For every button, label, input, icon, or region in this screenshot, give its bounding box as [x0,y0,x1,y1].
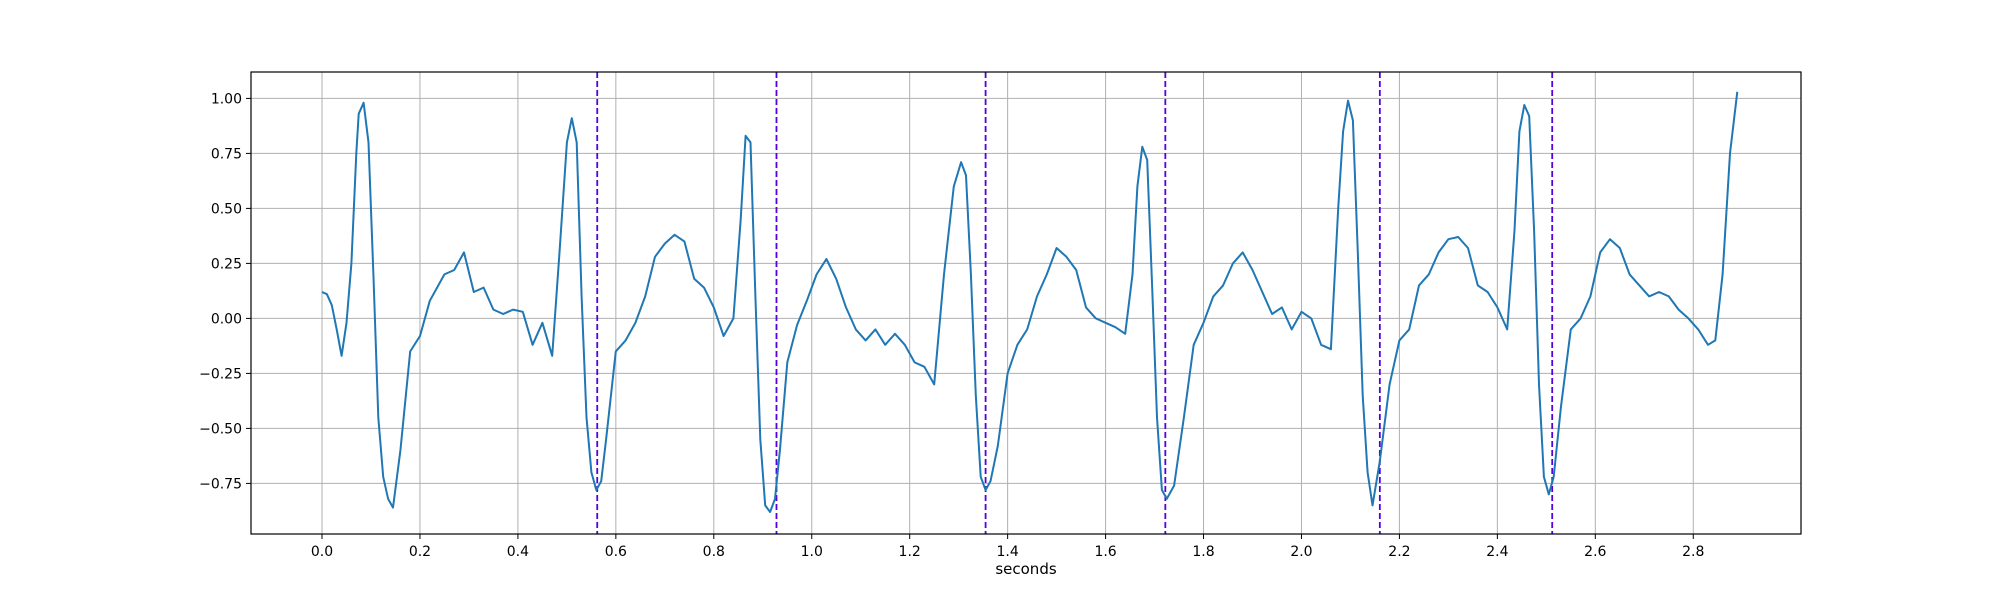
x-tick-label: 0.8 [703,544,725,560]
x-tick-label: 2.0 [1290,544,1312,560]
y-tick-label: −0.50 [199,421,242,437]
x-tick-label: 0.4 [507,544,529,560]
grid [251,72,1801,534]
y-axis: −0.75 −0.50 −0.25 0.00 0.25 0.50 0.75 1.00 [199,91,251,492]
signal-line [321,91,1739,513]
y-tick-label: −0.25 [199,366,242,382]
y-tick-label: 0.00 [211,311,242,327]
x-tick-label: 1.4 [997,544,1019,560]
beat-markers [596,72,1554,534]
series-layer [321,91,1739,513]
x-tick-label: 1.8 [1192,544,1214,560]
y-tick-label: −0.75 [199,476,242,492]
x-tick-label: 1.2 [899,544,921,560]
x-tick-label: 2.8 [1682,544,1704,560]
x-tick-label: 1.6 [1094,544,1116,560]
x-tick-label: 0.0 [311,544,333,560]
x-axis: 0.0 0.2 0.4 0.6 0.8 1.0 1.2 1.4 1.6 1.8 2.0 2.2 2.4 2… [311,534,1704,560]
x-tick-label: 1.0 [801,544,823,560]
x-tick-label: 0.2 [409,544,431,560]
y-tick-label: 0.50 [211,201,242,217]
plot-frame [250,71,1802,535]
x-axis-title: seconds [995,560,1056,578]
y-tick-label: 1.00 [211,91,242,107]
x-tick-label: 2.4 [1486,544,1508,560]
x-tick-label: 2.6 [1584,544,1606,560]
y-tick-label: 0.75 [211,146,242,162]
y-tick-label: 0.25 [211,256,242,272]
x-tick-label: 0.6 [605,544,627,560]
x-tick-label: 2.2 [1388,544,1410,560]
